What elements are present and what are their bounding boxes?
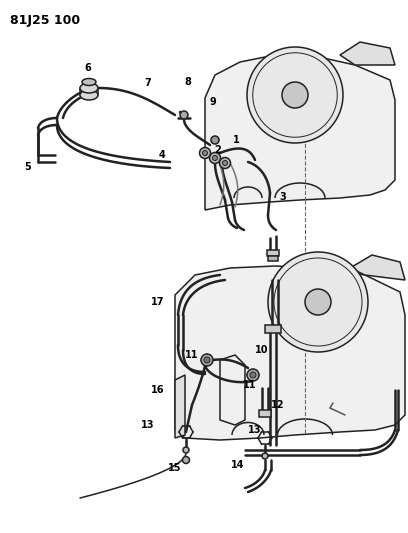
Text: 13: 13 xyxy=(248,425,262,435)
Text: 10: 10 xyxy=(255,345,269,355)
Text: 11: 11 xyxy=(185,350,199,360)
Circle shape xyxy=(262,453,268,459)
Ellipse shape xyxy=(80,83,98,93)
Text: 9: 9 xyxy=(210,97,216,107)
Circle shape xyxy=(200,148,211,158)
Circle shape xyxy=(222,160,228,166)
Text: 8: 8 xyxy=(184,77,191,87)
Text: 81J25 100: 81J25 100 xyxy=(10,14,80,27)
Bar xyxy=(268,256,278,261)
Bar xyxy=(267,250,279,256)
Circle shape xyxy=(209,152,220,164)
Text: 2: 2 xyxy=(215,145,222,155)
Polygon shape xyxy=(175,375,185,438)
Circle shape xyxy=(202,150,208,156)
Text: 15: 15 xyxy=(168,463,182,473)
Circle shape xyxy=(250,372,256,378)
Circle shape xyxy=(268,252,368,352)
Text: 4: 4 xyxy=(159,150,165,160)
Circle shape xyxy=(201,354,213,366)
Polygon shape xyxy=(340,42,395,65)
Circle shape xyxy=(183,447,189,453)
Text: 5: 5 xyxy=(24,162,31,172)
Circle shape xyxy=(247,47,343,143)
Text: 7: 7 xyxy=(144,78,151,88)
Text: 6: 6 xyxy=(84,63,91,73)
Circle shape xyxy=(180,111,188,119)
Text: 1: 1 xyxy=(233,135,239,145)
Bar xyxy=(265,325,281,333)
Circle shape xyxy=(305,289,331,315)
Circle shape xyxy=(213,156,217,160)
Text: 13: 13 xyxy=(141,420,155,430)
Text: 16: 16 xyxy=(151,385,165,395)
Bar xyxy=(259,410,271,417)
Circle shape xyxy=(282,82,308,108)
Circle shape xyxy=(220,157,231,168)
Polygon shape xyxy=(175,266,405,440)
Circle shape xyxy=(182,456,189,464)
Circle shape xyxy=(211,136,219,144)
Ellipse shape xyxy=(82,78,96,85)
Circle shape xyxy=(247,369,259,381)
Polygon shape xyxy=(350,255,405,280)
Circle shape xyxy=(204,357,210,363)
Text: 14: 14 xyxy=(231,460,245,470)
Text: 12: 12 xyxy=(271,400,285,410)
Text: 11: 11 xyxy=(243,380,257,390)
Polygon shape xyxy=(205,55,395,210)
Text: 17: 17 xyxy=(151,297,165,307)
Ellipse shape xyxy=(80,90,98,100)
Text: 3: 3 xyxy=(279,192,286,202)
